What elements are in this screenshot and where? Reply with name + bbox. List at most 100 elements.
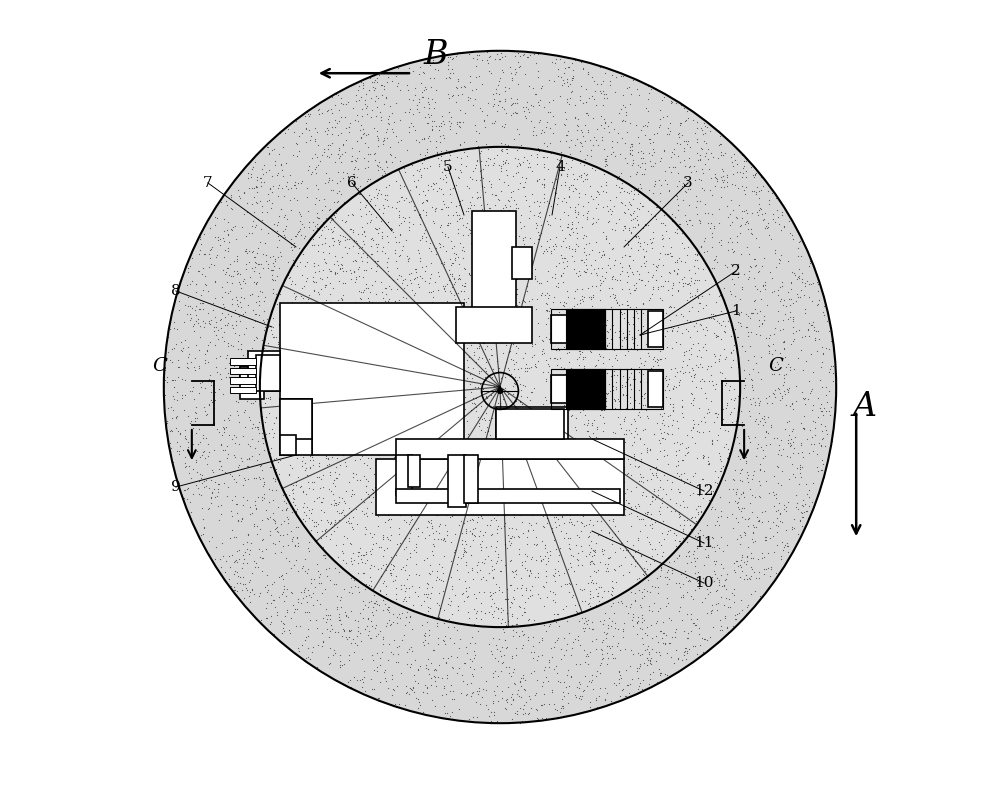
Point [370, 692, 386, 704]
Point [432, 130, 448, 143]
Point [600, 551, 616, 564]
Point [637, 386, 653, 399]
Point [220, 480, 236, 493]
Point [673, 467, 689, 480]
Point [521, 569, 537, 582]
Point [293, 209, 309, 222]
Point [200, 503, 216, 516]
Point [572, 296, 588, 309]
Point [258, 354, 274, 367]
Point [593, 447, 609, 459]
Point [646, 180, 662, 193]
Point [637, 565, 653, 578]
Point [712, 348, 728, 361]
Point [735, 485, 751, 498]
Point [386, 420, 402, 433]
Point [597, 67, 613, 80]
Point [368, 211, 384, 224]
Point [713, 620, 729, 633]
Point [479, 231, 495, 244]
Point [442, 188, 458, 201]
Point [230, 409, 246, 422]
Point [627, 559, 643, 572]
Point [538, 297, 554, 310]
Point [380, 425, 396, 438]
Point [713, 455, 729, 467]
Point [777, 351, 793, 364]
Point [683, 275, 699, 288]
Point [248, 501, 264, 514]
Point [474, 243, 490, 256]
Point [375, 633, 391, 646]
Point [430, 381, 446, 394]
Point [352, 542, 368, 555]
Point [252, 285, 268, 297]
Point [347, 161, 363, 174]
Point [552, 411, 568, 424]
Point [598, 628, 614, 641]
Point [381, 384, 397, 397]
Point [813, 418, 829, 431]
Point [438, 438, 454, 451]
Point [431, 558, 447, 571]
Point [473, 313, 489, 326]
Point [598, 462, 614, 475]
Point [719, 621, 735, 634]
Point [464, 191, 480, 204]
Point [695, 341, 711, 354]
Point [779, 415, 795, 428]
Point [455, 587, 471, 600]
Point [684, 510, 700, 523]
Point [619, 156, 635, 169]
Point [609, 368, 625, 381]
Point [723, 345, 739, 358]
Point [463, 441, 479, 454]
Point [490, 222, 506, 235]
Point [453, 474, 469, 487]
Point [377, 370, 393, 383]
Point [334, 250, 350, 263]
Point [300, 629, 316, 642]
Point [494, 499, 510, 512]
Point [653, 667, 669, 679]
Point [540, 555, 556, 567]
Point [350, 388, 366, 401]
Point [491, 231, 507, 243]
Point [322, 288, 338, 301]
Point [361, 205, 377, 218]
Point [451, 325, 467, 338]
Point [192, 319, 208, 332]
Point [383, 458, 399, 471]
Point [489, 410, 505, 423]
Point [709, 538, 725, 551]
Point [725, 160, 741, 173]
Point [616, 476, 632, 489]
Point [596, 417, 612, 430]
Point [605, 270, 621, 283]
Point [250, 344, 266, 357]
Point [404, 393, 420, 406]
Point [365, 600, 381, 613]
Point [353, 210, 369, 222]
Point [576, 228, 592, 241]
Point [526, 121, 542, 134]
Point [713, 569, 729, 582]
Point [207, 552, 223, 565]
Point [731, 397, 747, 409]
Point [635, 297, 651, 310]
Point [304, 395, 320, 408]
Point [420, 348, 436, 361]
Point [362, 216, 378, 229]
Point [506, 584, 522, 596]
Point [475, 529, 491, 542]
Point [442, 268, 458, 281]
Point [599, 325, 615, 338]
Point [236, 592, 252, 604]
Point [483, 553, 499, 566]
Point [705, 484, 721, 497]
Point [416, 226, 432, 239]
Point [656, 143, 672, 156]
Point [506, 245, 522, 258]
Point [435, 433, 451, 446]
Point [545, 239, 561, 252]
